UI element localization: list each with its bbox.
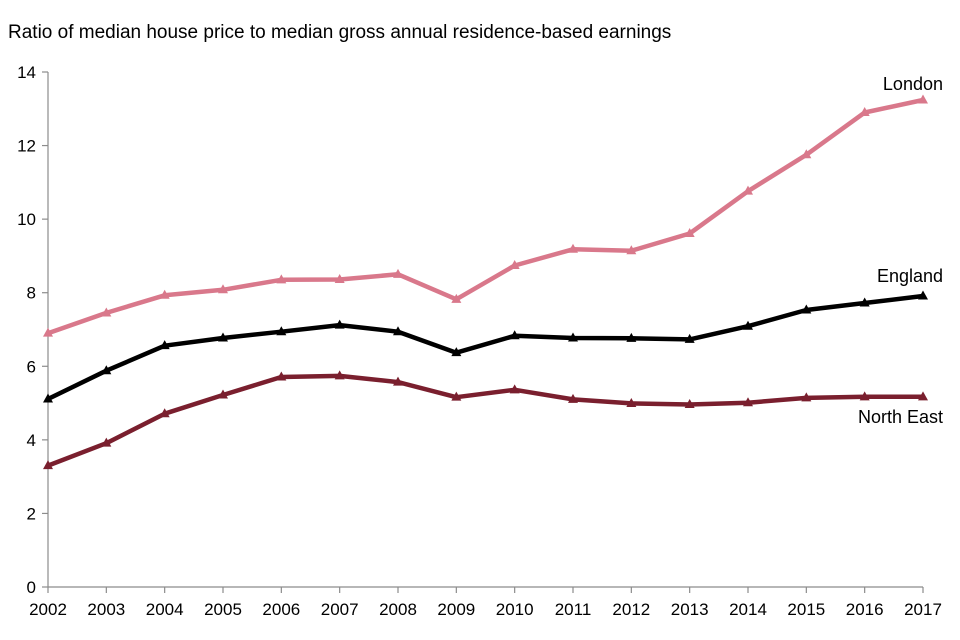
data-point-north-east	[918, 391, 928, 401]
data-point-england	[626, 332, 637, 342]
y-tick-label: 8	[27, 284, 36, 303]
data-point-england	[43, 393, 53, 403]
series-line-london	[45, 97, 926, 336]
data-point-north-east	[801, 392, 812, 402]
data-point-north-east	[101, 437, 112, 447]
data-point-london	[626, 245, 637, 255]
data-point-london	[451, 293, 462, 303]
data-point-london	[393, 268, 403, 278]
data-point-england	[101, 365, 112, 375]
data-point-london	[509, 259, 520, 269]
x-tick-label: 2011	[555, 600, 592, 619]
x-tick-label: 2002	[29, 600, 67, 619]
x-tick-label: 2003	[87, 600, 125, 619]
series-line-north-east	[45, 373, 926, 468]
data-point-north-east	[859, 391, 870, 401]
y-tick-label: 12	[17, 137, 36, 156]
x-tick-label: 2015	[787, 600, 825, 619]
data-point-north-east	[159, 408, 170, 418]
chart-title: Ratio of median house price to median gr…	[8, 22, 671, 43]
series-line-england	[45, 293, 926, 402]
x-tick-label: 2006	[262, 600, 300, 619]
data-point-north-east	[393, 376, 403, 386]
x-tick-label: 2008	[379, 600, 417, 619]
y-tick-label: 10	[17, 210, 36, 229]
data-point-north-east	[334, 370, 345, 380]
x-tick-label: 2013	[671, 600, 709, 619]
data-point-england	[334, 319, 345, 329]
data-point-north-east	[684, 399, 695, 409]
data-point-england	[918, 290, 928, 300]
data-point-north-east	[743, 397, 753, 407]
data-point-north-east	[451, 391, 462, 401]
data-point-england	[684, 333, 695, 343]
series-label-england: England	[877, 266, 943, 286]
data-point-london	[568, 243, 578, 253]
series-label-north-east: North East	[858, 407, 943, 427]
data-point-england	[218, 332, 228, 342]
x-tick-label: 2017	[904, 600, 942, 619]
data-point-london	[43, 327, 53, 337]
data-point-london	[918, 94, 928, 104]
data-point-england	[859, 297, 870, 307]
x-tick-label: 2009	[437, 600, 475, 619]
data-point-england	[276, 326, 287, 336]
x-tick-label: 2004	[146, 600, 184, 619]
data-point-london	[334, 273, 345, 283]
data-point-london	[801, 149, 812, 159]
data-point-london	[684, 227, 695, 237]
y-tick-label: 6	[27, 357, 36, 376]
y-tick-label: 0	[27, 578, 36, 597]
x-tick-label: 2016	[846, 600, 884, 619]
data-point-north-east	[626, 397, 637, 407]
x-tick-label: 2014	[729, 600, 767, 619]
data-point-london	[218, 284, 228, 294]
data-point-north-east	[276, 371, 287, 381]
y-tick-label: 4	[27, 431, 36, 450]
series-label-london: London	[883, 74, 943, 94]
data-point-england	[393, 326, 403, 336]
data-point-north-east	[568, 393, 578, 403]
data-point-england	[743, 320, 753, 330]
y-tick-label: 2	[27, 504, 36, 523]
data-point-north-east	[509, 384, 520, 394]
data-point-london	[743, 185, 753, 195]
x-tick-label: 2010	[496, 600, 534, 619]
data-point-england	[509, 330, 520, 340]
data-point-north-east	[218, 389, 228, 399]
data-point-england	[159, 340, 170, 350]
x-tick-label: 2007	[321, 600, 359, 619]
data-point-england	[568, 332, 578, 342]
data-point-north-east	[43, 460, 53, 470]
x-tick-label: 2005	[204, 600, 242, 619]
data-point-england	[801, 304, 812, 314]
data-point-london	[101, 307, 112, 317]
data-point-london	[859, 106, 870, 116]
data-point-england	[451, 347, 462, 357]
y-tick-label: 14	[17, 63, 36, 82]
data-point-london	[276, 274, 287, 284]
data-point-london	[159, 289, 170, 299]
x-tick-label: 2012	[612, 600, 650, 619]
